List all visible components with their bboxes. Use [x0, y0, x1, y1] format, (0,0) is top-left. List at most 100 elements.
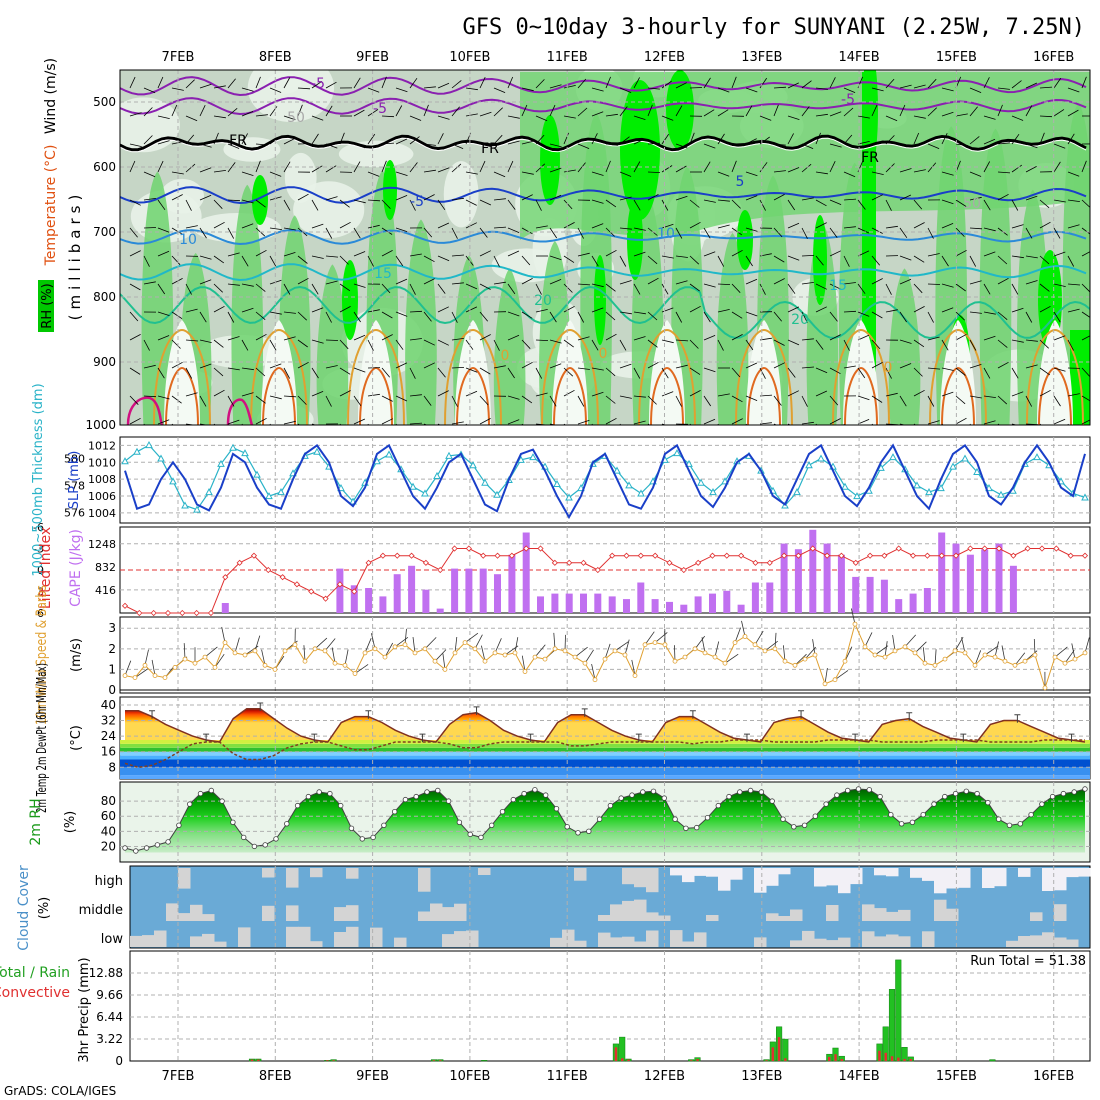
lifted-index-point: [365, 559, 372, 566]
label-cape: CAPE (J/kg): [68, 529, 84, 607]
thickness-point: [697, 478, 705, 486]
cloud-clear-low: [922, 931, 935, 947]
thickness-point: [409, 482, 417, 490]
upper-wind-barb: [227, 367, 240, 371]
upper-wind-barb: [675, 105, 683, 117]
axis-tick-label: 700: [93, 225, 116, 239]
upper-wind-barb: [885, 163, 895, 173]
upper-wind-barb: [227, 162, 236, 173]
upper-wind-barb: [689, 221, 701, 229]
cloud-clear-high: [958, 868, 971, 888]
slp-line: [124, 443, 1086, 520]
upper-wind-barb: [325, 280, 338, 285]
precip-convective-bar: [432, 1060, 436, 1061]
precip-convective-bar: [771, 1047, 775, 1061]
upper-wind-barb: [1067, 171, 1080, 177]
upper-wind-barb: [423, 255, 435, 263]
rh-point: [661, 795, 667, 801]
upper-wind-barb: [745, 278, 758, 285]
rh-saturated-core: [737, 210, 753, 270]
wind10-barb: [494, 638, 502, 654]
wind10-speed-point: [882, 654, 888, 660]
upper-wind-barb: [927, 107, 937, 117]
wind10-barb: [183, 643, 186, 660]
upper-wind-barb: [451, 395, 458, 407]
minmax-marker: [635, 733, 642, 743]
rh-saturated-core: [813, 215, 827, 305]
lifted-index-point: [293, 581, 301, 588]
rh-point: [197, 790, 204, 797]
upper-wind-barb: [717, 171, 730, 177]
cloud-clear-mid: [1054, 904, 1067, 921]
cloud-clear-low: [814, 938, 827, 947]
bottom-date-label: 9FEB: [356, 1069, 389, 1084]
rh-point: [262, 842, 268, 848]
upper-wind-barb: [605, 113, 618, 117]
upper-wind-barb: [437, 115, 450, 120]
axis-tick-label: 416: [95, 584, 116, 597]
upper-wind-barb: [787, 255, 800, 261]
lifted-index-point: [995, 545, 1003, 552]
wind10-speed-point: [522, 669, 528, 674]
wind10-speed-point: [292, 642, 298, 648]
upper-wind-barb: [829, 227, 838, 238]
lifted-index-point: [265, 566, 272, 574]
precip-convective-bar: [326, 1060, 329, 1061]
precip-total-bar: [895, 959, 902, 1062]
upper-wind-barb: [381, 367, 391, 378]
rh-point: [316, 789, 322, 795]
wind10-speed-point: [592, 677, 598, 683]
top-date-label: 15FEB: [936, 50, 977, 65]
minmax-marker: [1068, 733, 1075, 743]
upper-wind-barb: [129, 112, 142, 117]
upper-wind-barb: [675, 280, 688, 285]
axis-tick-label: -3: [33, 543, 44, 556]
upper-wind-barb: [633, 138, 645, 145]
cloud-clear-low: [346, 926, 359, 947]
upper-wind-barb: [185, 163, 196, 173]
cloud-clear-low: [154, 930, 167, 947]
upper-wind-barb: [927, 283, 941, 285]
upper-wind-barb: [241, 171, 254, 176]
upper-wind-barb: [703, 367, 716, 373]
lifted-index-point: [766, 559, 773, 566]
rh-point: [456, 819, 463, 825]
lifted-index-point: [895, 545, 902, 552]
upper-wind-barb: [689, 367, 701, 375]
upper-wind-barb: [213, 305, 225, 313]
axis-tick-label: 3: [37, 586, 44, 599]
upper-wind-barb: [423, 86, 436, 89]
upper-wind-barb: [787, 390, 799, 397]
upper-wind-barb: [213, 170, 226, 173]
upper-wind-barb: [913, 84, 926, 89]
upper-wind-barb: [395, 227, 408, 233]
wind10-barb: [614, 641, 629, 652]
cloud-clear-high: [718, 868, 731, 891]
upper-wind-barb: [1011, 367, 1019, 379]
thickness-point: [121, 457, 129, 465]
rh-point: [424, 789, 430, 795]
thickness-point: [193, 505, 201, 513]
axis-tick-label: 1010: [88, 456, 116, 469]
upper-wind-barb: [353, 199, 366, 204]
upper-wind-barb: [927, 253, 940, 257]
cloud-clear-high: [850, 868, 863, 885]
wind10-speed-point: [1042, 685, 1048, 691]
upper-wind-barb: [367, 224, 380, 229]
upper-wind-barb: [843, 87, 856, 93]
wind10-speed-point: [1022, 658, 1028, 664]
cape-bar: [766, 582, 774, 613]
upper-wind-barb: [479, 199, 492, 206]
rh-point: [834, 792, 840, 798]
upper-wind-barb: [535, 392, 548, 397]
upper-wind-barb: [955, 311, 965, 321]
wind10-speed-point: [172, 665, 178, 670]
upper-wind-barb: [213, 339, 224, 348]
upper-wind-barb: [605, 160, 611, 173]
upper-wind-barb: [563, 85, 576, 89]
upper-wind-barb: [801, 106, 810, 117]
cape-bar: [365, 588, 373, 613]
upper-wind-barb: [493, 87, 506, 93]
upper-wind-barb: [843, 107, 854, 117]
